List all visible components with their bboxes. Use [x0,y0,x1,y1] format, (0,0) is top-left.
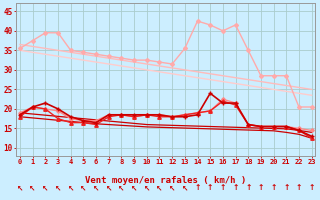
Text: ↖: ↖ [118,183,124,192]
Text: ↑: ↑ [194,183,201,192]
Text: ↑: ↑ [220,183,226,192]
Text: ↑: ↑ [207,183,213,192]
Text: ↖: ↖ [29,183,36,192]
X-axis label: Vent moyen/en rafales ( km/h ): Vent moyen/en rafales ( km/h ) [85,176,246,185]
Text: ↑: ↑ [232,183,239,192]
Text: ↖: ↖ [169,183,175,192]
Text: ↑: ↑ [258,183,264,192]
Text: ↑: ↑ [245,183,252,192]
Text: ↖: ↖ [131,183,137,192]
Text: ↖: ↖ [55,183,61,192]
Text: ↖: ↖ [17,183,23,192]
Text: ↖: ↖ [106,183,112,192]
Text: ↑: ↑ [270,183,277,192]
Text: ↖: ↖ [144,183,150,192]
Text: ↖: ↖ [156,183,163,192]
Text: ↑: ↑ [283,183,290,192]
Text: ↑: ↑ [296,183,302,192]
Text: ↑: ↑ [308,183,315,192]
Text: ↖: ↖ [93,183,99,192]
Text: ↖: ↖ [80,183,87,192]
Text: ↖: ↖ [68,183,74,192]
Text: ↖: ↖ [182,183,188,192]
Text: ↖: ↖ [42,183,49,192]
